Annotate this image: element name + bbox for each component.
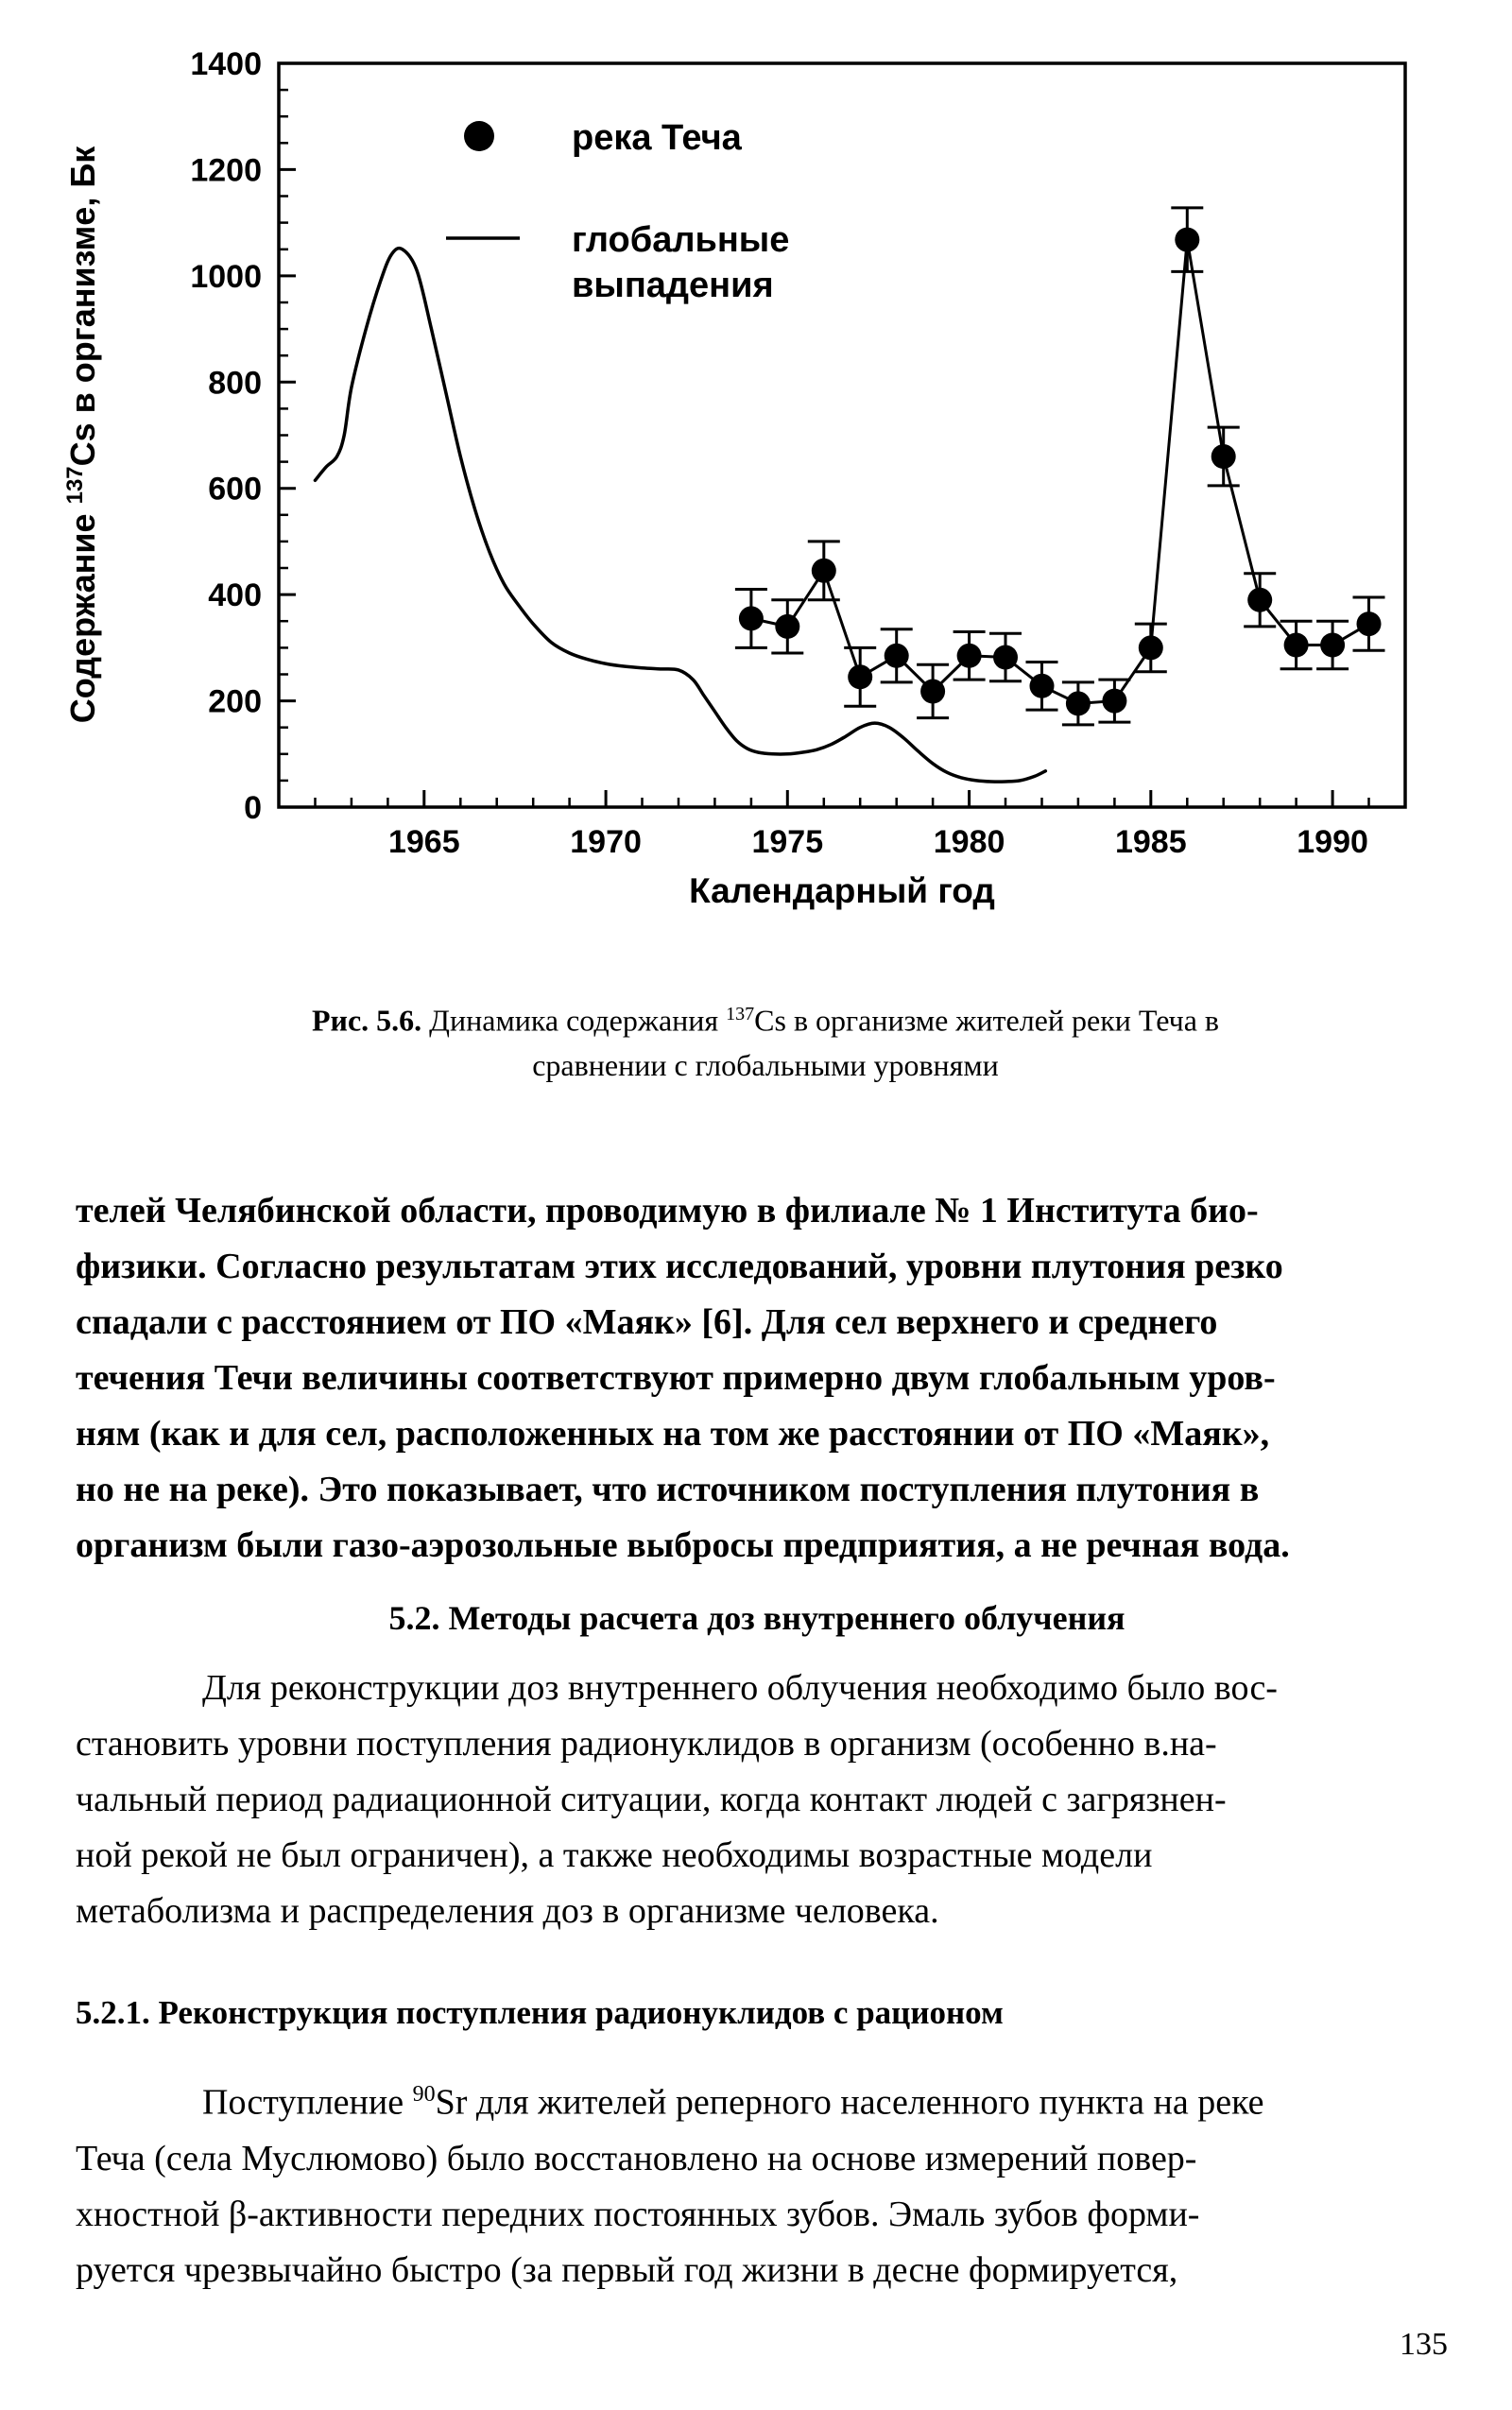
svg-text:1975: 1975 xyxy=(751,824,823,860)
svg-text:600: 600 xyxy=(208,472,262,508)
svg-text:река Теча: река Теча xyxy=(572,118,743,158)
svg-text:1990: 1990 xyxy=(1297,824,1368,860)
svg-text:800: 800 xyxy=(208,365,262,401)
svg-text:200: 200 xyxy=(208,684,262,720)
svg-text:Содержание 137Cs в организме,: Содержание 137Cs в организме, Бк xyxy=(62,146,103,723)
svg-text:1985: 1985 xyxy=(1115,824,1187,860)
svg-text:0: 0 xyxy=(244,790,262,826)
svg-text:1000: 1000 xyxy=(190,259,262,295)
svg-text:1965: 1965 xyxy=(388,824,460,860)
svg-text:1200: 1200 xyxy=(190,152,262,188)
svg-text:Календарный год: Календарный год xyxy=(689,871,995,910)
svg-text:глобальные: глобальные xyxy=(572,220,789,260)
svg-text:1980: 1980 xyxy=(934,824,1005,860)
svg-text:выпадения: выпадения xyxy=(572,266,774,305)
svg-text:1400: 1400 xyxy=(190,46,262,82)
svg-text:1970: 1970 xyxy=(570,824,642,860)
svg-text:400: 400 xyxy=(208,577,262,613)
